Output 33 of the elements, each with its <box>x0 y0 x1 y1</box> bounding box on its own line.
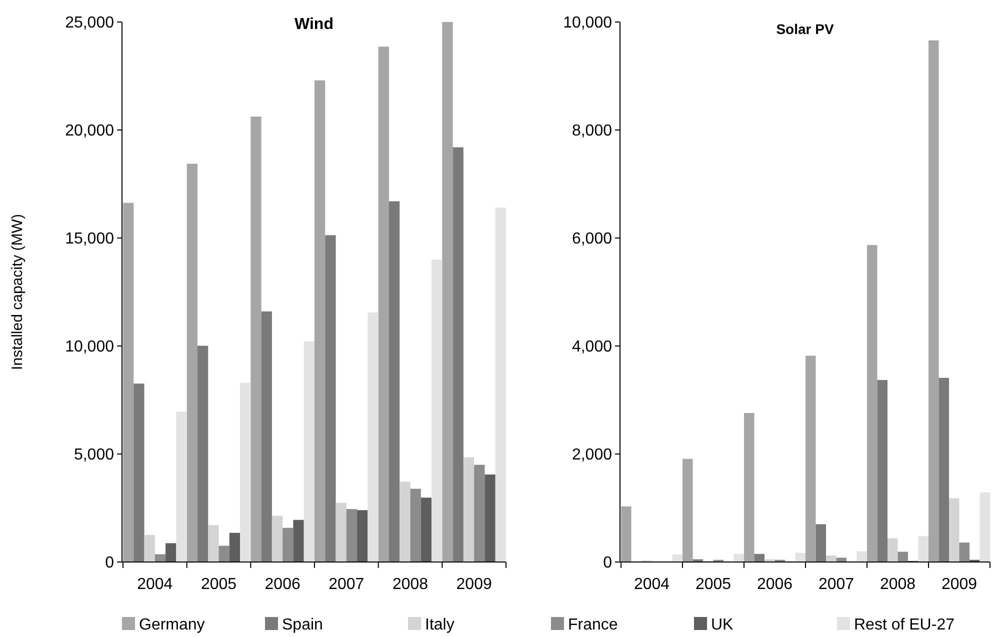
legend-label: Rest of EU-27 <box>854 616 955 634</box>
y-tick-label: 8,000 <box>572 122 612 140</box>
y-tick-label: 10,000 <box>563 14 612 32</box>
x-tick-label: 2006 <box>756 576 793 593</box>
x-tick-label: 2005 <box>695 576 732 593</box>
chart-title: Wind <box>294 16 334 33</box>
y-tick-label: 15,000 <box>65 230 114 248</box>
y-tick-label: 0 <box>105 554 114 572</box>
legend-label: France <box>568 616 618 634</box>
legend-label: Germany <box>139 616 205 634</box>
legend-label: Italy <box>425 616 454 634</box>
x-tick-label: 2008 <box>880 576 916 593</box>
x-tick-label: 2009 <box>456 576 492 593</box>
legend-label: Spain <box>282 616 323 634</box>
x-tick-label: 2007 <box>818 576 854 593</box>
x-tick-label: 2007 <box>328 576 364 593</box>
legend-label: UK <box>711 616 734 634</box>
x-tick-label: 2004 <box>137 576 173 593</box>
chart-title: Solar PV <box>776 21 834 37</box>
x-tick-label: 2004 <box>634 576 670 593</box>
y-tick-label: 25,000 <box>65 14 114 32</box>
y-tick-label: 5,000 <box>74 446 114 464</box>
y-axis-title: Installed capacity (MW) <box>9 214 26 370</box>
y-tick-label: 6,000 <box>572 230 612 248</box>
y-tick-label: 4,000 <box>572 338 612 356</box>
y-tick-label: 20,000 <box>65 122 114 140</box>
x-tick-label: 2008 <box>392 576 428 593</box>
y-tick-label: 10,000 <box>65 338 114 356</box>
x-tick-label: 2005 <box>200 576 237 593</box>
x-tick-label: 2009 <box>941 576 978 593</box>
x-tick-label: 2006 <box>264 576 300 593</box>
y-tick-label: 0 <box>603 554 612 572</box>
y-tick-label: 2,000 <box>572 446 612 464</box>
